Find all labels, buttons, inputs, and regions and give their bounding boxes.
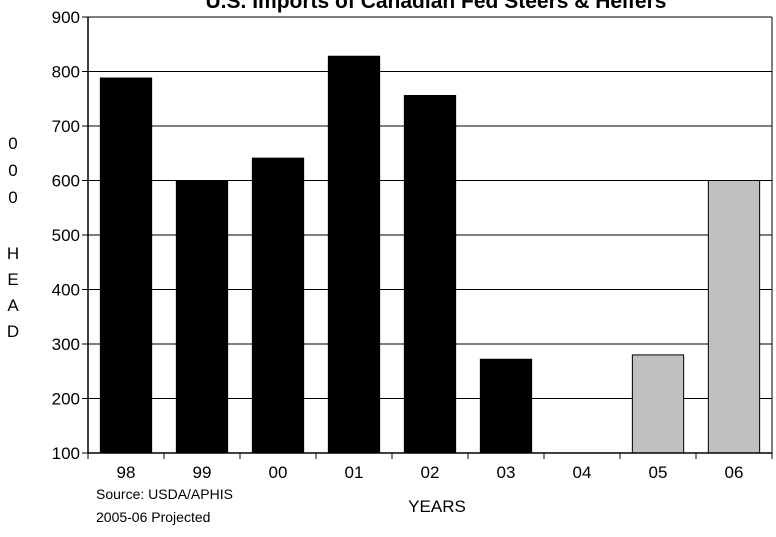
y-tick-labels: 100 200 300 400 500 600 700 800 900 — [52, 8, 88, 463]
x-tick-labels: 98 99 00 01 02 03 04 05 06 — [87, 453, 773, 482]
y-tick-label: 100 — [52, 444, 80, 463]
y-tick-label: 200 — [52, 390, 80, 409]
bar-99 — [175, 180, 229, 454]
y-axis-label: 0 0 0 H E A D — [7, 134, 19, 341]
x-tick-label: 00 — [269, 463, 288, 482]
y-axis-label-char: A — [7, 296, 19, 315]
y-tick-label: 900 — [52, 8, 80, 27]
y-tick-label: 400 — [52, 281, 80, 300]
y-tick-label: 500 — [52, 226, 80, 245]
chart-title: U.S. Imports of Canadian Fed Steers & He… — [206, 0, 667, 13]
x-tick-label: 99 — [193, 463, 212, 482]
bar-98 — [99, 77, 153, 454]
bar-02 — [403, 94, 457, 454]
x-tick-label: 05 — [649, 463, 668, 482]
projection-note: 2005-06 Projected — [96, 509, 210, 525]
x-axis-label: YEARS — [408, 497, 466, 516]
bar-01 — [327, 55, 381, 454]
bar-06 — [707, 180, 761, 454]
y-axis-label-char: 0 — [8, 161, 17, 180]
y-tick-label: 300 — [52, 335, 80, 354]
x-tick-label: 03 — [497, 463, 516, 482]
y-axis-label-char: 0 — [8, 134, 17, 153]
bar-05 — [631, 354, 685, 454]
y-tick-label: 700 — [52, 117, 80, 136]
y-axis-label-char: H — [7, 244, 19, 263]
source-note: Source: USDA/APHIS — [96, 486, 233, 502]
y-axis-label-char: D — [7, 322, 19, 341]
y-axis-label-char: E — [7, 270, 18, 289]
y-axis-label-char: 0 — [8, 188, 17, 207]
x-tick-label: 98 — [117, 463, 136, 482]
y-tick-label: 600 — [52, 172, 80, 191]
x-tick-label: 02 — [421, 463, 440, 482]
x-tick-label: 06 — [725, 463, 744, 482]
y-tick-label: 800 — [52, 63, 80, 82]
bar-00 — [251, 157, 305, 454]
bar-03 — [479, 358, 533, 454]
x-tick-label: 01 — [345, 463, 364, 482]
bars — [99, 55, 761, 454]
x-tick-label: 04 — [573, 463, 592, 482]
